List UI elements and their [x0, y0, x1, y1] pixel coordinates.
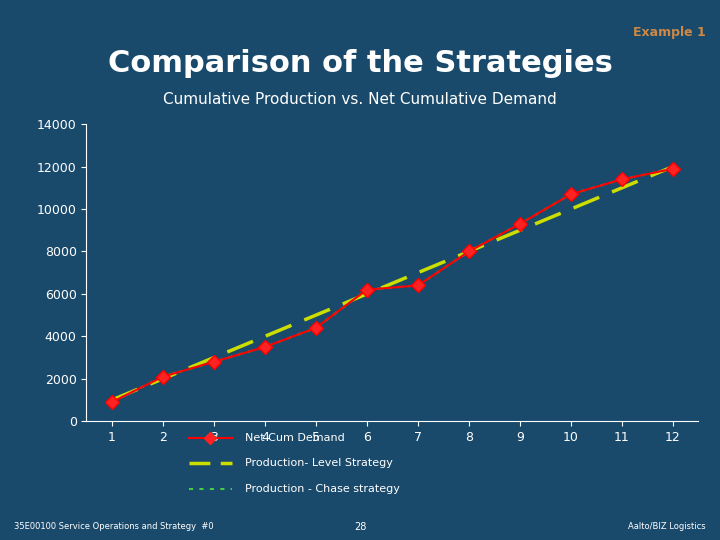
Text: Net Cum Demand: Net Cum Demand	[245, 433, 345, 442]
Text: Cumulative Production vs. Net Cumulative Demand: Cumulative Production vs. Net Cumulative…	[163, 92, 557, 106]
Text: Comparison of the Strategies: Comparison of the Strategies	[107, 49, 613, 78]
Text: 35E00100 Service Operations and Strategy  #0: 35E00100 Service Operations and Strategy…	[14, 522, 214, 531]
Text: Production- Level Strategy: Production- Level Strategy	[245, 458, 392, 468]
Text: Aalto/BIZ Logistics: Aalto/BIZ Logistics	[628, 522, 706, 531]
Text: 28: 28	[354, 522, 366, 531]
Text: Example 1: Example 1	[633, 26, 706, 39]
Text: Production - Chase strategy: Production - Chase strategy	[245, 484, 400, 494]
